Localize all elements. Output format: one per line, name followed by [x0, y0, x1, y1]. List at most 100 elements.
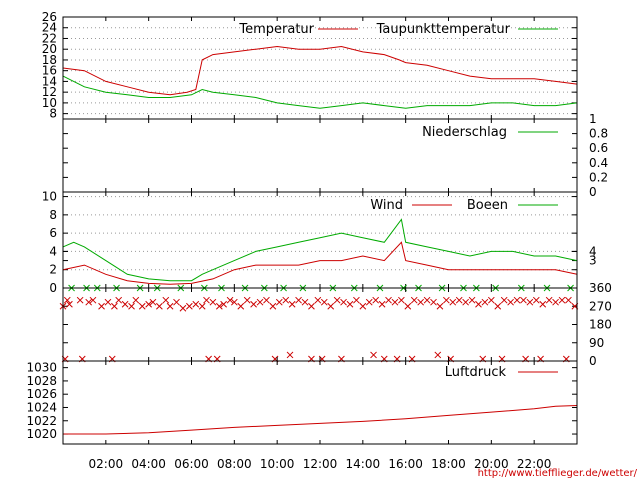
y-tick-label: 1026 [26, 387, 57, 401]
data-point [507, 298, 514, 306]
x-tick-label: 06:00 [174, 457, 209, 471]
y-tick-label-right: 0.2 [589, 170, 608, 184]
panel-wind_direction: 0 90 180 270 360 [59, 281, 612, 368]
data-point [66, 300, 73, 308]
data-point [320, 298, 328, 306]
x-tick-label: 04:00 [131, 457, 166, 471]
data-point [308, 302, 315, 310]
data-point [333, 296, 341, 304]
data-point [85, 298, 93, 306]
data-point [111, 302, 118, 310]
data-point [192, 300, 200, 308]
data-point [243, 296, 251, 304]
x-tick-label: 16:00 [388, 457, 423, 471]
data-point [203, 296, 210, 304]
y-tick-label: 22 [42, 31, 57, 45]
data-point [398, 296, 405, 304]
data-point [372, 296, 380, 304]
y-tick-label: 1030 [26, 361, 57, 375]
y-tick-label: 6 [49, 226, 57, 240]
data-point [436, 302, 444, 310]
x-tick-label: 12:00 [303, 457, 338, 471]
y-tick-label: 0 [49, 281, 57, 295]
data-point [346, 300, 354, 308]
data-point [443, 296, 450, 304]
legend-label: Wind [370, 198, 403, 213]
data-point [468, 296, 476, 304]
y-tick-label: 4 [49, 244, 57, 258]
data-point [63, 296, 71, 304]
y-tick-label: 24 [42, 21, 57, 35]
data-point [475, 300, 482, 308]
data-point [132, 296, 140, 304]
data-point [552, 298, 559, 306]
data-point [494, 302, 502, 310]
y-tick-label: 1022 [26, 414, 57, 428]
y-tick-label: 16 [42, 64, 57, 78]
data-point [404, 302, 412, 310]
data-point [104, 298, 112, 306]
data-point [230, 298, 238, 306]
y-tick-label-right: 360 [589, 281, 612, 295]
data-point [434, 351, 442, 359]
data-point [263, 296, 270, 304]
data-point [391, 298, 399, 306]
data-point [513, 296, 521, 304]
data-point [385, 296, 392, 304]
panel-frame [62, 287, 578, 362]
y-tick-label-right: 180 [589, 318, 612, 332]
y-tick-label-right: 3 [589, 254, 597, 268]
data-point [558, 296, 566, 304]
data-point [76, 296, 84, 304]
series-line-taupunkttemperatur [62, 75, 578, 109]
data-point [455, 296, 463, 304]
data-point [565, 296, 572, 304]
y-tick-label: 20 [42, 42, 57, 56]
data-point [179, 304, 187, 312]
data-point [314, 296, 322, 304]
y-tick-label: 8 [49, 208, 57, 222]
data-point [220, 300, 227, 308]
y-tick-label-right: 0.4 [589, 156, 608, 170]
data-point [121, 300, 129, 308]
data-point [156, 302, 163, 310]
data-point [269, 302, 277, 310]
panel-precipitation: 00.20.40.60.81 Niederschlag [62, 112, 608, 199]
data-point [138, 302, 146, 310]
series-line-temperatur [62, 45, 578, 96]
y-tick-label-right: 90 [589, 336, 604, 350]
x-tick-label: 02:00 [89, 457, 124, 471]
data-point [256, 298, 264, 306]
y-tick-label-right: 0.8 [589, 127, 608, 141]
data-point [532, 296, 540, 304]
data-point [250, 300, 257, 308]
y-tick-label: 1020 [26, 427, 57, 441]
data-point [327, 302, 335, 310]
y-tick-label: 1028 [26, 374, 57, 388]
data-point [430, 298, 437, 306]
data-point [166, 302, 174, 310]
data-point [149, 298, 157, 306]
data-point [539, 300, 547, 308]
data-point [301, 298, 309, 306]
data-point [462, 298, 469, 306]
data-point [89, 296, 97, 304]
y-tick-label: 14 [42, 74, 57, 88]
data-point [98, 302, 105, 310]
y-tick-label: 10 [42, 96, 57, 110]
x-tick-label: 22:00 [517, 457, 552, 471]
data-point [370, 351, 377, 359]
y-tick-label: 10 [42, 190, 57, 204]
data-point [365, 298, 373, 306]
y-tick-label-right: 4 [589, 244, 597, 258]
data-point [417, 298, 425, 306]
x-tick-label: 18:00 [431, 457, 466, 471]
y-tick-label-right: 0 [589, 185, 597, 199]
series-line-boeen [62, 218, 578, 282]
y-tick-label: 1024 [26, 400, 57, 414]
data-point [340, 298, 347, 306]
